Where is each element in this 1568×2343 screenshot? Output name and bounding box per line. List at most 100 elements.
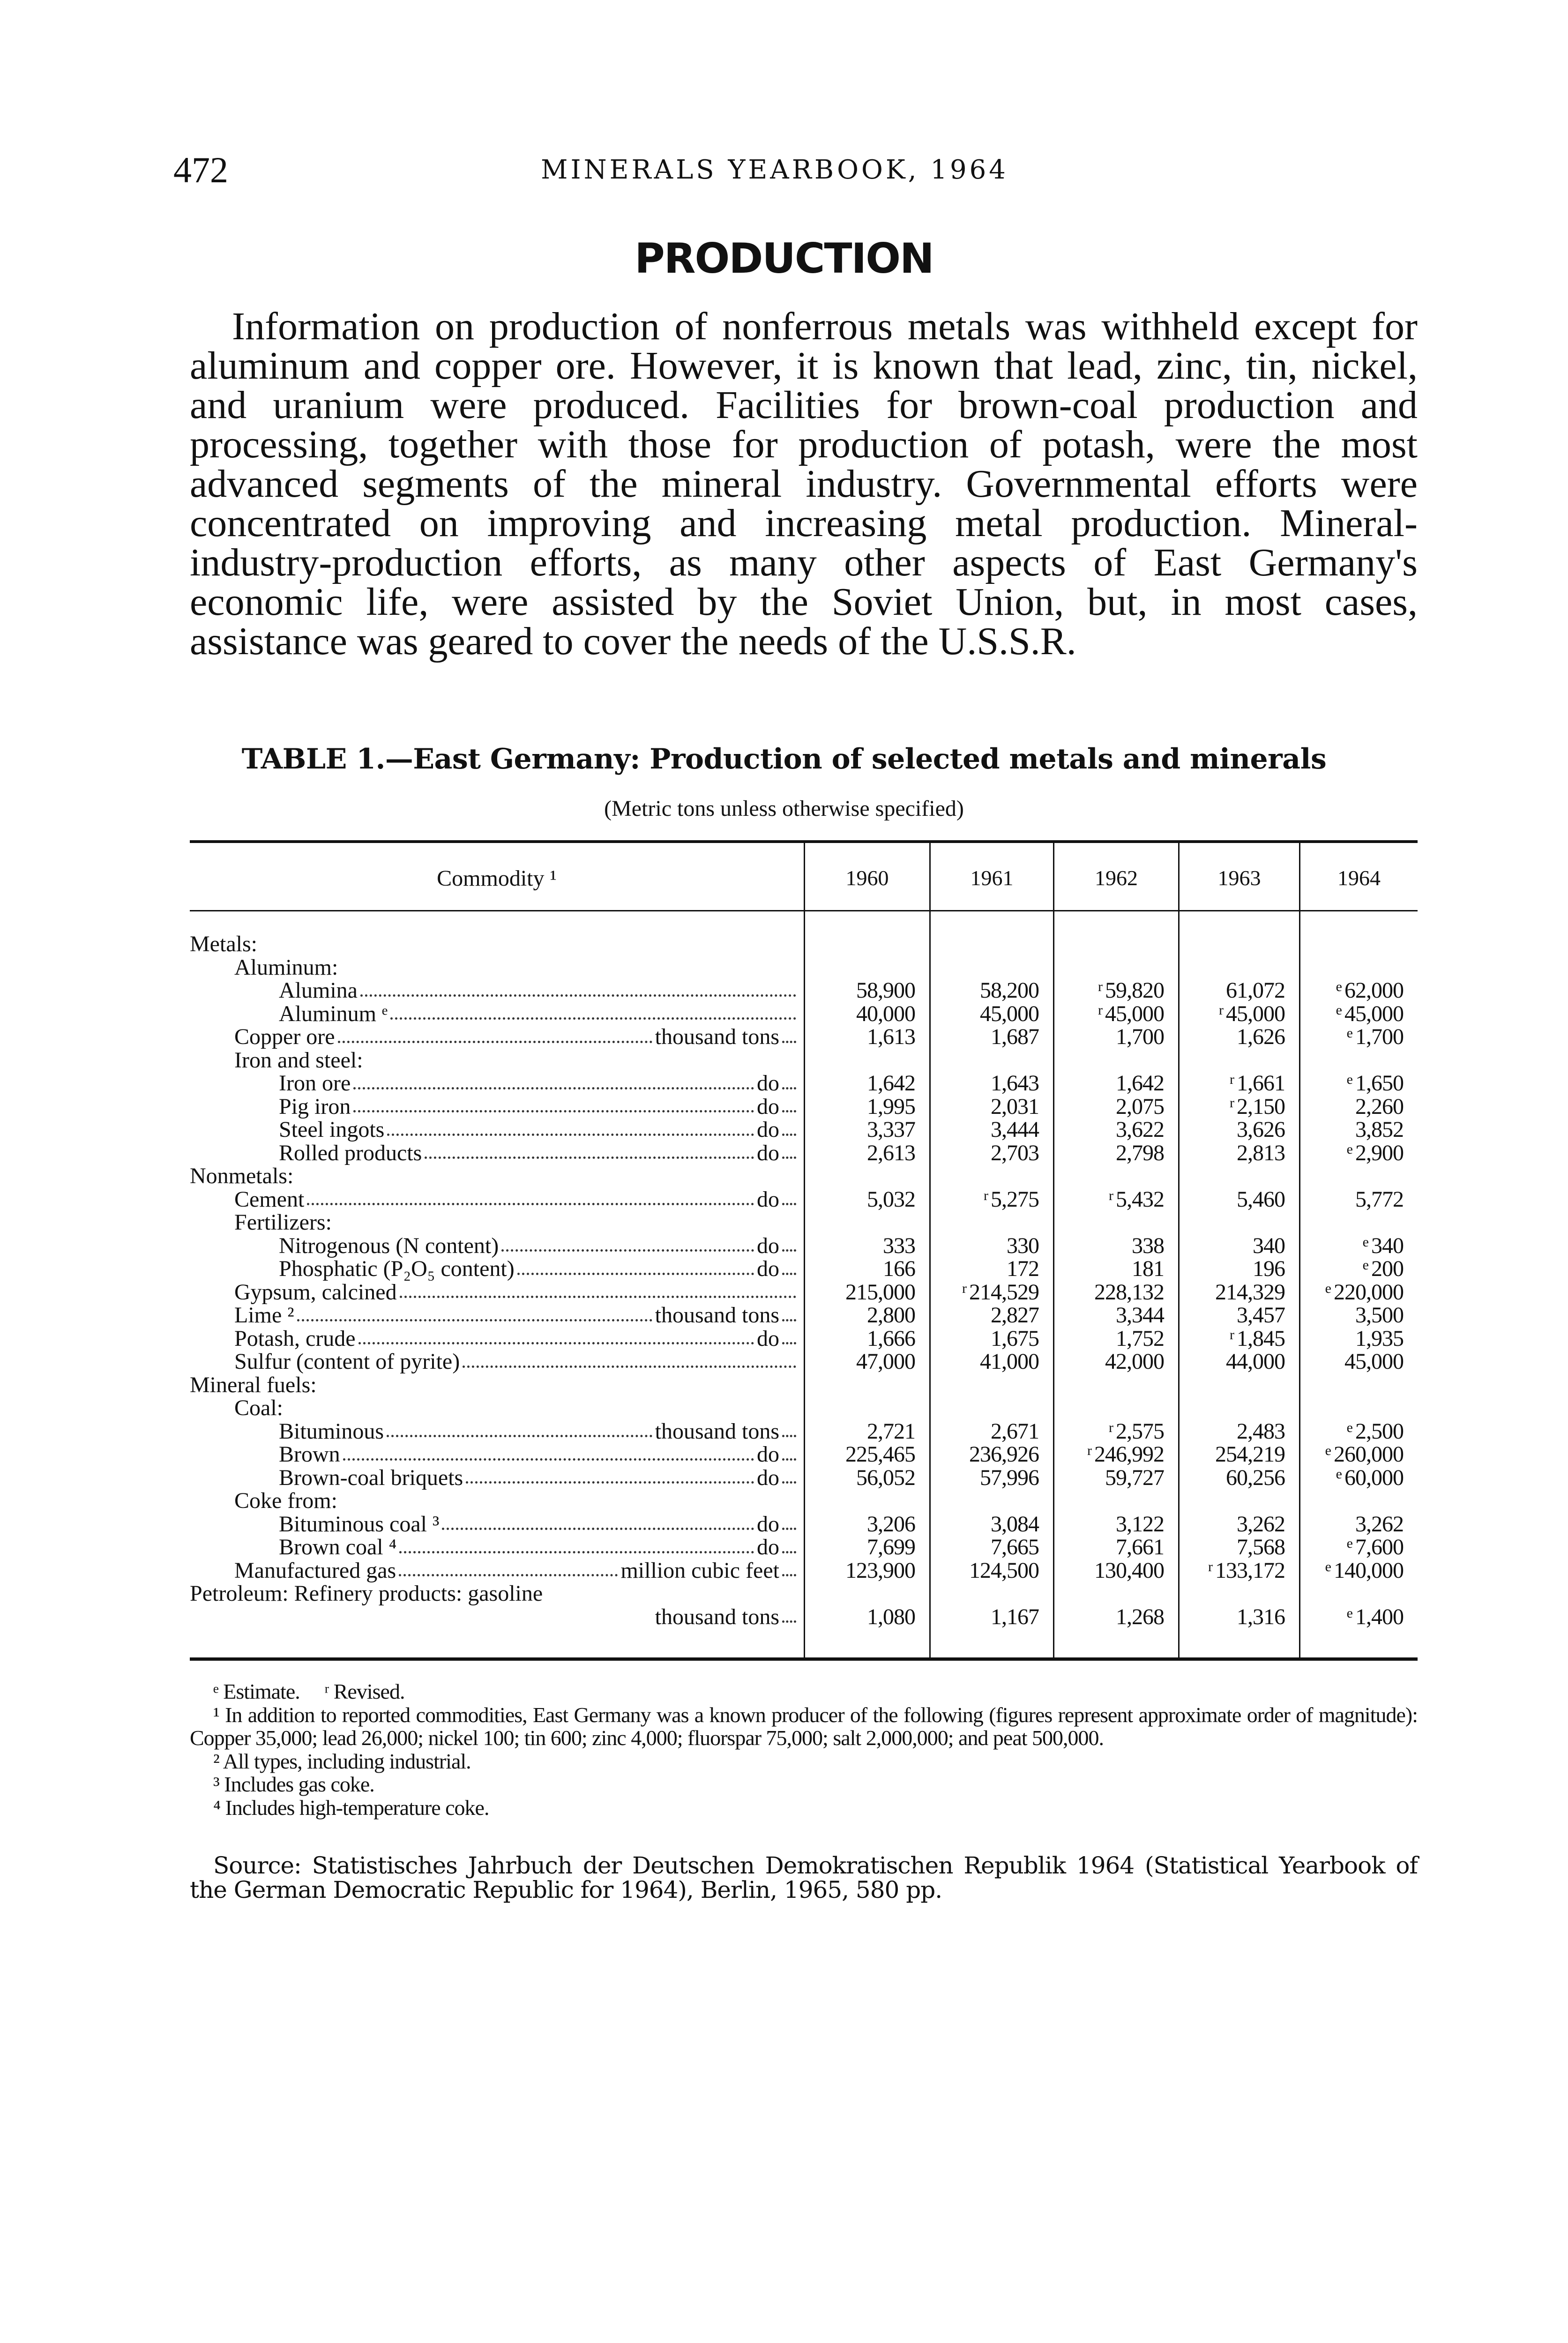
value-cell-1960 — [804, 1373, 929, 1396]
commodity-cell: Metals: — [190, 933, 804, 956]
value-cell-1964: e 7,600 — [1299, 1536, 1418, 1559]
production-table: Commodity ¹ 1960 1961 1962 1963 1964 Met… — [190, 840, 1418, 1661]
value-cell-1964: e 260,000 — [1299, 1443, 1418, 1466]
value: 200 — [1371, 1256, 1404, 1281]
value: 1,675 — [991, 1326, 1039, 1351]
unit-label: do — [757, 1071, 779, 1096]
value-cell-1964: e 340 — [1299, 1233, 1418, 1258]
commodity-label: Aluminum ᵉ — [279, 1001, 388, 1026]
value-cell-1963: 254,219 — [1178, 1443, 1299, 1466]
value: 172 — [1007, 1256, 1039, 1281]
table-row: Rolled products do 2,613 2,703 2,798 2,813 e 2,… — [190, 1141, 1418, 1165]
commodity-label: Iron ore — [279, 1071, 351, 1096]
value-cell-1963: 5,460 — [1178, 1187, 1299, 1211]
value-cell-1963: 3,457 — [1178, 1304, 1299, 1327]
estimate-mark: e — [1346, 1419, 1353, 1435]
dot-leader — [466, 1466, 754, 1484]
table-row: Metals: — [190, 933, 1418, 956]
column-header-commodity: Commodity ¹ — [437, 866, 557, 891]
value-cell-1963: 60,256 — [1178, 1466, 1299, 1489]
value: 1,700 — [1116, 1024, 1165, 1049]
padding-cell — [929, 911, 1053, 933]
value-cell-1962: 7,661 — [1053, 1536, 1178, 1559]
table-row: Iron and steel: — [190, 1048, 1418, 1072]
value-cell-1960 — [804, 1582, 929, 1605]
value-cell-1961: 3,444 — [929, 1118, 1053, 1142]
commodity-cell: Gypsum, calcined — [190, 1279, 804, 1305]
value: 1,626 — [1237, 1024, 1285, 1049]
unit-label: do — [757, 1186, 779, 1212]
dot-leader — [358, 1327, 754, 1344]
value-cell-1961: 124,500 — [929, 1559, 1053, 1582]
commodity-cell: Coal: — [190, 1396, 804, 1420]
commodity-label: Sulfur (content of pyrite) — [234, 1349, 460, 1374]
value-cell-1961: 58,200 — [929, 979, 1053, 1002]
dot-leader — [782, 1142, 796, 1159]
table-row: Alumina 58,900 58,200 r 59,820 61,072 e 62,000 — [190, 979, 1418, 1002]
dot-leader — [353, 1072, 754, 1089]
value: 57,996 — [980, 1465, 1039, 1490]
value-cell-1960: 3,337 — [804, 1118, 929, 1142]
table-top-padding — [190, 911, 1418, 933]
value-cell-1964: e 1,650 — [1299, 1072, 1418, 1095]
value: 3,206 — [867, 1511, 916, 1537]
column-header-1963: 1963 — [1178, 843, 1299, 910]
value-cell-1962 — [1053, 1582, 1178, 1605]
value-cell-1962: 42,000 — [1053, 1350, 1178, 1373]
value-cell-1963: 196 — [1178, 1257, 1299, 1281]
unit-label: thousand tons — [655, 1418, 779, 1444]
dot-leader — [782, 1513, 796, 1530]
value: 2,575 — [1116, 1418, 1165, 1444]
value: 40,000 — [856, 1001, 916, 1026]
table-subtitle: (Metric tons unless otherwise specified) — [604, 796, 964, 821]
value-cell-1964: e 60,000 — [1299, 1466, 1418, 1489]
value-cell-1963 — [1178, 955, 1299, 979]
value-cell-1961: 57,996 — [929, 1465, 1053, 1490]
value-cell-1962: 338 — [1053, 1234, 1178, 1257]
value: 236,926 — [969, 1442, 1039, 1467]
column-header-1961: 1961 — [929, 843, 1053, 910]
unit-label: do — [757, 1233, 779, 1258]
commodity-label: Brown-coal briquets — [279, 1465, 463, 1490]
value-cell-1963: r 1,845 — [1178, 1327, 1299, 1350]
value-cell-1960: 5,032 — [804, 1187, 929, 1211]
value-cell-1962 — [1053, 1211, 1178, 1234]
value: 3,084 — [991, 1511, 1039, 1537]
value: 1,935 — [1355, 1326, 1404, 1351]
dot-leader — [782, 1072, 796, 1089]
value-cell-1964 — [1299, 1164, 1418, 1188]
dot-leader — [360, 979, 796, 997]
commodity-cell: Rolled products do — [190, 1141, 804, 1165]
table-title: TABLE 1.—East Germany: Production of sel… — [241, 743, 1327, 776]
dot-leader — [782, 1466, 796, 1484]
value-cell-1961: 236,926 — [929, 1443, 1053, 1466]
value-cell-1960: 1,666 — [804, 1327, 929, 1350]
value: 2,031 — [991, 1094, 1039, 1119]
table-row: Brown coal ⁴ do 7,699 7,665 7,661 7,568 e 7,600 — [190, 1536, 1418, 1559]
revised-mark: r — [1098, 1002, 1103, 1018]
commodity-cell: Potash, crude do — [190, 1327, 804, 1351]
value-cell-1961 — [929, 1211, 1053, 1234]
table-row: Iron ore do 1,642 1,643 1,642 r 1,661 e 1,650 — [190, 1072, 1418, 1095]
value-cell-1964: 45,000 — [1299, 1350, 1418, 1373]
value: 45,000 — [1344, 1349, 1404, 1374]
estimate-mark: e — [1336, 1002, 1342, 1018]
table-row: Manufactured gas million cubic feet 123,90… — [190, 1559, 1418, 1582]
value: 254,219 — [1215, 1442, 1285, 1467]
table-row: Steel ingots do 3,337 3,444 3,622 3,626 3,852 — [190, 1118, 1418, 1142]
value-cell-1961: r 214,529 — [929, 1280, 1053, 1304]
dot-leader — [517, 1257, 754, 1275]
value-cell-1961 — [929, 1489, 1053, 1513]
value-cell-1961: 41,000 — [929, 1350, 1053, 1373]
value-cell-1962 — [1053, 1373, 1178, 1396]
value: 130,400 — [1094, 1558, 1165, 1583]
value: 340 — [1371, 1233, 1404, 1258]
table-row: Fertilizers: — [190, 1211, 1418, 1234]
value-cell-1961: 172 — [929, 1257, 1053, 1281]
revised-mark: r — [1219, 1002, 1224, 1018]
value-cell-1964: e 62,000 — [1299, 979, 1418, 1002]
commodity-label: Nonmetals: — [190, 1164, 294, 1188]
commodity-label: Alumina — [279, 978, 358, 1003]
value-cell-1961: 1,687 — [929, 1025, 1053, 1049]
commodity-label: Gypsum, calcined — [234, 1279, 397, 1305]
